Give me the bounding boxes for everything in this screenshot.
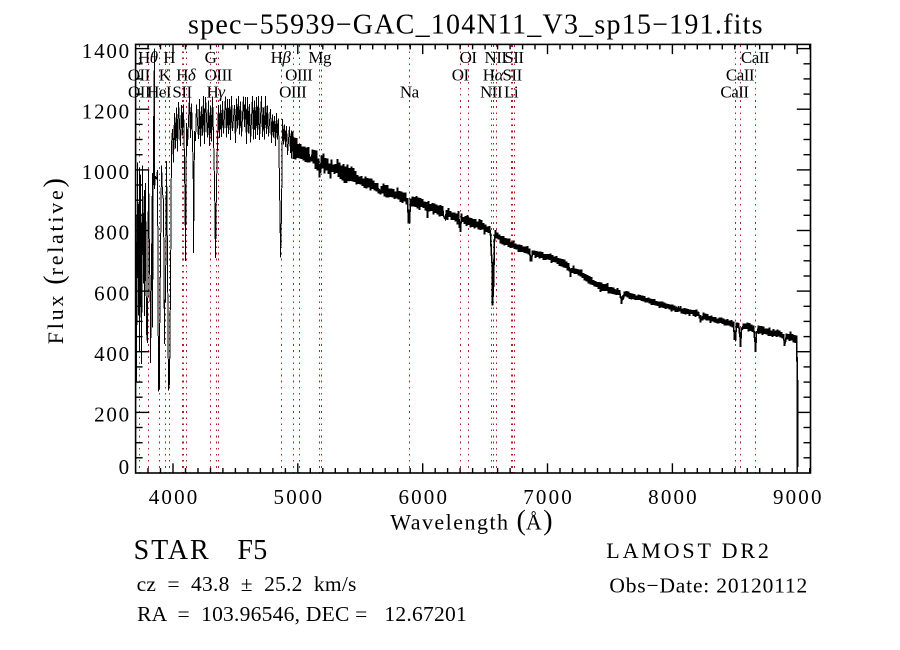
svg-text:600: 600	[94, 281, 131, 305]
svg-text:8000: 8000	[648, 485, 699, 509]
svg-text:1200: 1200	[82, 99, 131, 123]
svg-text:RA = 103.96546, DEC = 12.6: RA = 103.96546, DEC = 12.67201	[137, 602, 467, 626]
svg-text:OIII: OIII	[279, 83, 307, 102]
svg-text:5000: 5000	[274, 485, 325, 509]
svg-text:CaII: CaII	[720, 83, 749, 102]
svg-text:400: 400	[94, 342, 131, 366]
svg-text:1400: 1400	[82, 39, 131, 63]
svg-text:Li: Li	[504, 83, 519, 102]
svg-text:SII: SII	[504, 48, 524, 67]
svg-text:STAR: STAR	[134, 535, 211, 566]
svg-text:200: 200	[94, 403, 131, 427]
svg-text:Na: Na	[400, 83, 420, 102]
svg-text:Flux (relative): Flux (relative)	[39, 178, 70, 344]
svg-text:OIII: OIII	[205, 65, 233, 84]
svg-text:Wavelength (Å): Wavelength (Å)	[390, 505, 552, 536]
svg-text:CaII: CaII	[741, 48, 770, 67]
svg-text:Hα: Hα	[483, 65, 505, 84]
svg-text:cz = 43.8 ± 25.2 km/s: cz = 43.8 ± 25.2 km/s	[137, 572, 357, 596]
svg-text:HeI: HeI	[147, 83, 172, 102]
svg-text:7000: 7000	[523, 485, 574, 509]
svg-text:6000: 6000	[398, 485, 449, 509]
svg-text:SII: SII	[172, 83, 192, 102]
svg-text:Hγ: Hγ	[207, 83, 227, 102]
svg-text:800: 800	[94, 221, 131, 245]
svg-text:OII: OII	[128, 83, 151, 102]
svg-text:Hβ: Hβ	[271, 48, 292, 67]
svg-text:LAMOST DR2: LAMOST DR2	[606, 538, 771, 563]
svg-text:F5: F5	[237, 535, 267, 566]
svg-text:Hδ: Hδ	[176, 65, 197, 84]
svg-text:spec−55939−GAC_104N11_V3_sp15−: spec−55939−GAC_104N11_V3_sp15−191.fits	[188, 9, 764, 40]
svg-text:SII: SII	[502, 65, 522, 84]
svg-text:0: 0	[119, 455, 131, 479]
svg-text:K: K	[159, 65, 172, 84]
svg-text:OIII: OIII	[285, 65, 313, 84]
svg-text:Hθ: Hθ	[138, 48, 158, 67]
svg-text:Mg: Mg	[308, 48, 332, 67]
svg-text:NII: NII	[484, 48, 507, 67]
svg-text:CaII: CaII	[726, 65, 755, 84]
svg-text:Obs−Date: 20120112: Obs−Date: 20120112	[609, 573, 808, 597]
svg-text:OII: OII	[128, 65, 151, 84]
svg-text:NII: NII	[480, 83, 503, 102]
svg-text:1000: 1000	[82, 160, 131, 184]
svg-text:OI: OI	[452, 65, 470, 84]
svg-text:4000: 4000	[149, 485, 200, 509]
svg-text:OI: OI	[460, 48, 478, 67]
svg-text:G: G	[205, 48, 217, 67]
svg-text:H: H	[163, 48, 175, 67]
svg-text:9000: 9000	[773, 485, 824, 509]
